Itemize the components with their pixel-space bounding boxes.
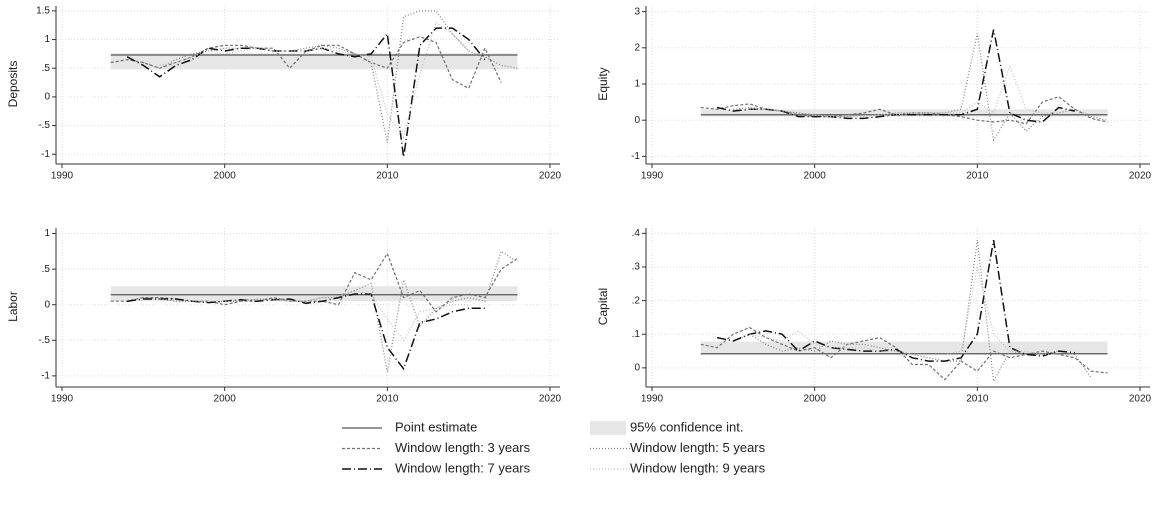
- x-tick-label: 1990: [641, 171, 664, 182]
- y-tick-label: -1: [41, 371, 50, 382]
- legend-label: Window length: 5 years: [630, 440, 766, 455]
- y-tick-label: -1: [631, 151, 640, 162]
- window-line: [749, 64, 1059, 118]
- y-tick-label: .5: [42, 63, 51, 74]
- x-tick-label: 2010: [966, 171, 989, 182]
- legend-label: Window length: 9 years: [630, 460, 766, 475]
- x-tick-label: 2000: [804, 171, 827, 182]
- window-line: [110, 252, 518, 313]
- legend-swatch: [590, 421, 626, 435]
- x-tick-label: 1990: [641, 394, 664, 405]
- y-tick-label: 1: [44, 228, 50, 239]
- y-tick-label: 0: [44, 92, 50, 103]
- x-tick-label: 1990: [51, 394, 74, 405]
- window-line: [126, 27, 486, 158]
- y-tick-label: -.5: [38, 120, 50, 131]
- x-tick-label: 2010: [966, 394, 989, 405]
- window-line: [159, 21, 470, 139]
- x-tick-label: 2010: [376, 171, 399, 182]
- legend-label: Point estimate: [395, 419, 477, 434]
- x-tick-label: 2020: [1129, 394, 1152, 405]
- window-line: [733, 240, 1092, 384]
- y-tick-label: .3: [632, 262, 641, 273]
- confidence-band: [700, 341, 1108, 355]
- legend-label: Window length: 3 years: [395, 440, 531, 455]
- window-line: [143, 10, 518, 143]
- window-line: [126, 293, 485, 371]
- x-tick-label: 2020: [539, 394, 562, 405]
- x-tick-label: 2010: [376, 394, 399, 405]
- confidence-band: [110, 53, 518, 70]
- y-tick-label: 0: [634, 363, 640, 374]
- x-tick-label: 2000: [214, 394, 237, 405]
- y-axis-label: Capital: [596, 288, 610, 325]
- y-tick-label: 3: [634, 6, 640, 17]
- y-tick-label: 0: [634, 115, 640, 126]
- x-tick-label: 2020: [539, 171, 562, 182]
- y-tick-label: 0: [44, 299, 50, 310]
- y-axis-label: Deposits: [6, 61, 20, 108]
- window-line: [110, 36, 502, 90]
- x-tick-label: 2000: [804, 394, 827, 405]
- x-tick-label: 2000: [214, 171, 237, 182]
- window-line: [716, 239, 1075, 362]
- y-tick-label: .5: [42, 264, 51, 275]
- y-tick-label: 2: [634, 42, 640, 53]
- confidence-band: [110, 286, 518, 302]
- y-axis-label: Equity: [596, 67, 610, 100]
- y-tick-label: .2: [632, 295, 641, 306]
- window-line: [716, 29, 1076, 123]
- y-axis-label: Labor: [6, 291, 20, 322]
- y-tick-label: 1: [634, 79, 640, 90]
- window-line: [700, 96, 1108, 125]
- y-tick-label: 1: [44, 34, 50, 45]
- window-line: [159, 289, 469, 342]
- window-line: [749, 266, 1059, 355]
- y-tick-label: .1: [632, 329, 641, 340]
- y-tick-label: 1.5: [36, 6, 50, 17]
- x-tick-label: 2020: [1129, 171, 1152, 182]
- y-tick-label: -1: [41, 149, 50, 160]
- window-line: [733, 33, 1108, 142]
- y-tick-label: .4: [632, 228, 641, 239]
- legend-label: 95% confidence int.: [630, 419, 743, 434]
- legend-label: Window length: 7 years: [395, 460, 531, 475]
- y-tick-label: -.5: [38, 335, 50, 346]
- window-line: [700, 326, 1108, 381]
- x-tick-label: 1990: [51, 171, 74, 182]
